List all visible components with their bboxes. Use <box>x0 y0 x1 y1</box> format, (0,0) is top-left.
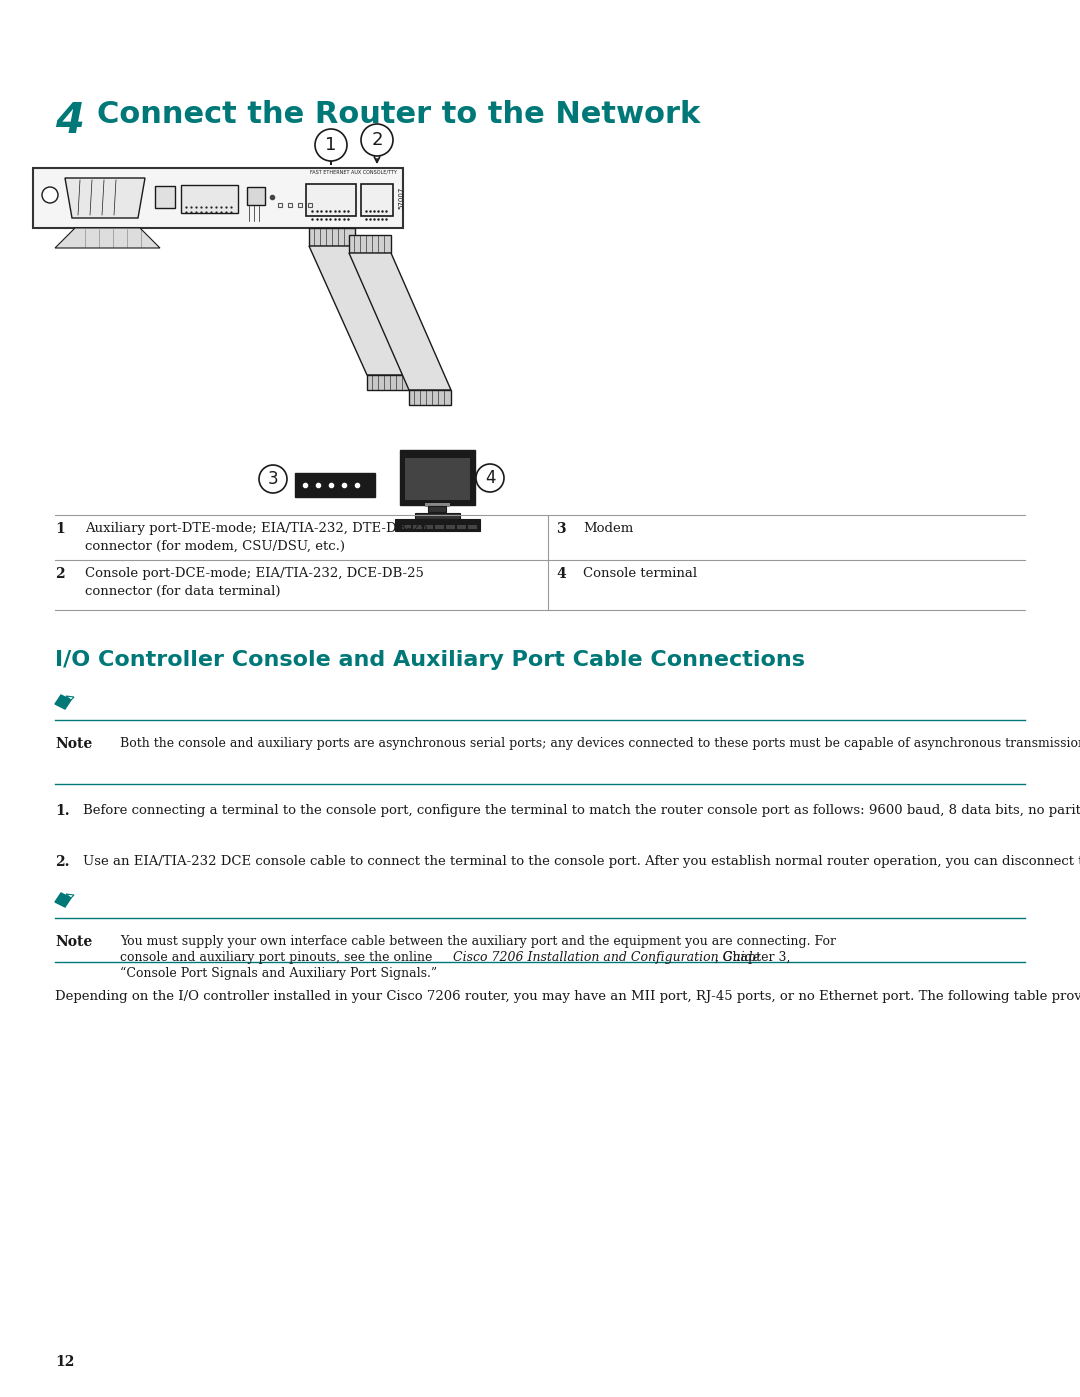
Text: 3: 3 <box>268 469 279 488</box>
Polygon shape <box>65 177 145 218</box>
Text: 4: 4 <box>485 469 496 488</box>
Text: Depending on the I/O controller installed in your Cisco 7206 router, you may hav: Depending on the I/O controller installe… <box>55 990 1080 1003</box>
Polygon shape <box>66 696 75 700</box>
FancyBboxPatch shape <box>295 474 375 497</box>
Polygon shape <box>309 246 413 374</box>
Polygon shape <box>55 228 160 249</box>
Text: 12: 12 <box>55 1355 75 1369</box>
Text: 2: 2 <box>372 131 382 149</box>
Text: Auxiliary port-DTE-mode; EIA/TIA-232, DTE-DB-25
connector (for modem, CSU/DSU, e: Auxiliary port-DTE-mode; EIA/TIA-232, DT… <box>85 522 428 553</box>
Text: FAST ETHERNET AUX CONSOLE/TTY: FAST ETHERNET AUX CONSOLE/TTY <box>310 169 396 175</box>
Text: 4: 4 <box>556 567 566 581</box>
FancyBboxPatch shape <box>428 506 446 511</box>
Text: 57007: 57007 <box>399 187 404 210</box>
Text: You must supply your own interface cable between the auxiliary port and the equi: You must supply your own interface cable… <box>120 935 836 949</box>
Polygon shape <box>66 894 75 898</box>
Polygon shape <box>55 694 71 710</box>
Polygon shape <box>367 374 413 390</box>
Text: Note: Note <box>55 738 92 752</box>
Text: 1.: 1. <box>55 805 69 819</box>
FancyBboxPatch shape <box>395 520 480 531</box>
FancyBboxPatch shape <box>413 525 422 529</box>
FancyBboxPatch shape <box>402 525 411 529</box>
FancyBboxPatch shape <box>426 503 450 507</box>
Polygon shape <box>349 235 391 253</box>
Text: 4: 4 <box>55 101 84 142</box>
Text: Modem: Modem <box>583 522 633 535</box>
Text: Console terminal: Console terminal <box>583 567 697 580</box>
FancyBboxPatch shape <box>361 184 393 217</box>
Text: 3: 3 <box>556 522 566 536</box>
Text: console and auxiliary port pinouts, see the online: console and auxiliary port pinouts, see … <box>120 951 436 964</box>
FancyBboxPatch shape <box>400 450 475 504</box>
Circle shape <box>315 129 347 161</box>
Text: Cisco 7206 Installation and Configuration Guide: Cisco 7206 Installation and Configuratio… <box>453 951 760 964</box>
FancyBboxPatch shape <box>457 525 465 529</box>
FancyBboxPatch shape <box>306 184 356 217</box>
FancyBboxPatch shape <box>33 168 403 228</box>
FancyBboxPatch shape <box>415 513 460 520</box>
Text: , Chapter 3,: , Chapter 3, <box>715 951 791 964</box>
Polygon shape <box>309 228 355 246</box>
Text: “Console Port Signals and Auxiliary Port Signals.”: “Console Port Signals and Auxiliary Port… <box>120 967 437 981</box>
Circle shape <box>42 187 58 203</box>
FancyBboxPatch shape <box>446 525 455 529</box>
FancyBboxPatch shape <box>405 458 470 500</box>
Text: Note: Note <box>55 935 92 949</box>
Polygon shape <box>349 253 451 390</box>
FancyBboxPatch shape <box>424 525 433 529</box>
Text: 1: 1 <box>55 522 65 536</box>
Text: 1: 1 <box>325 136 337 154</box>
Circle shape <box>361 124 393 156</box>
FancyBboxPatch shape <box>181 184 238 212</box>
FancyBboxPatch shape <box>247 187 265 205</box>
Text: Use an EIA/TIA-232 DCE console cable to connect the terminal to the console port: Use an EIA/TIA-232 DCE console cable to … <box>83 855 1080 868</box>
FancyBboxPatch shape <box>156 186 175 208</box>
Text: Before connecting a terminal to the console port, configure the terminal to matc: Before connecting a terminal to the cons… <box>83 805 1080 817</box>
Text: Both the console and auxiliary ports are asynchronous serial ports; any devices : Both the console and auxiliary ports are… <box>120 738 1080 750</box>
Circle shape <box>476 464 504 492</box>
Text: 2: 2 <box>55 567 65 581</box>
Text: Connect the Router to the Network: Connect the Router to the Network <box>97 101 700 129</box>
Circle shape <box>259 465 287 493</box>
FancyBboxPatch shape <box>435 525 444 529</box>
Text: Console port-DCE-mode; EIA/TIA-232, DCE-DB-25
connector (for data terminal): Console port-DCE-mode; EIA/TIA-232, DCE-… <box>85 567 423 598</box>
Text: I/O Controller Console and Auxiliary Port Cable Connections: I/O Controller Console and Auxiliary Por… <box>55 650 805 671</box>
Text: 2.: 2. <box>55 855 69 869</box>
Polygon shape <box>409 390 451 405</box>
Polygon shape <box>55 893 71 907</box>
FancyBboxPatch shape <box>468 525 477 529</box>
